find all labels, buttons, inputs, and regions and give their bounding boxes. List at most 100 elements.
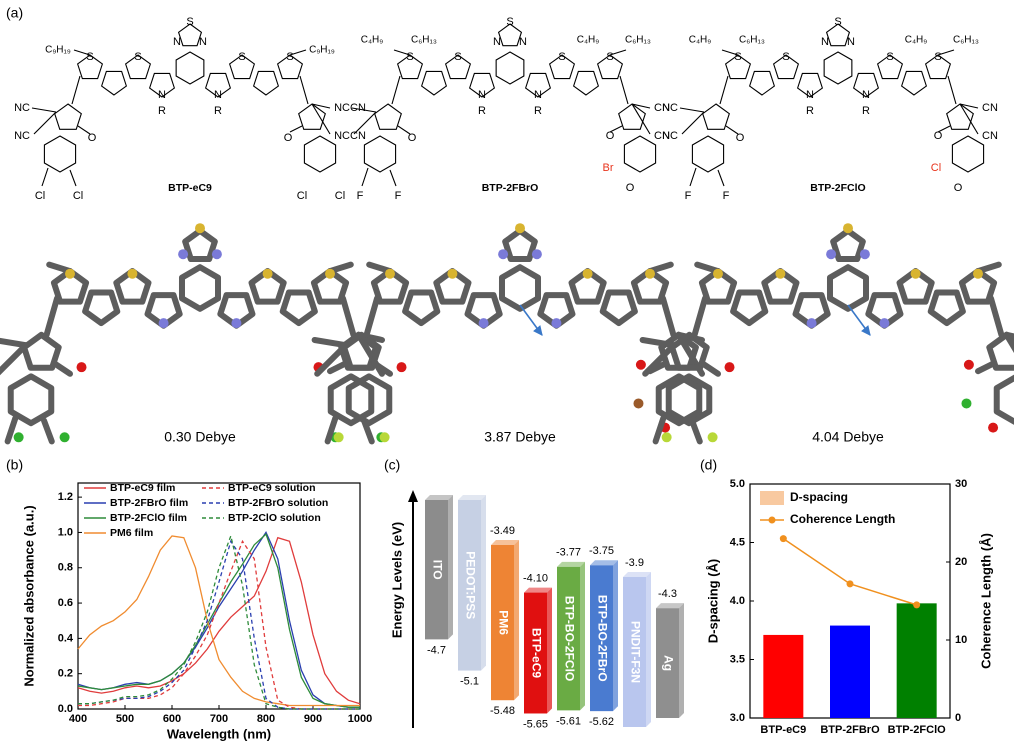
bar xyxy=(830,625,870,718)
bond xyxy=(351,107,377,113)
model-ring xyxy=(310,268,350,305)
model-atom xyxy=(13,432,24,443)
atom-label: S xyxy=(238,51,245,63)
molecule-model xyxy=(0,223,393,445)
lumo-label: -3.75 xyxy=(589,545,614,557)
atom-label: C₆H₁₃ xyxy=(953,35,979,46)
atom-label: N xyxy=(199,36,207,48)
energy-bar xyxy=(491,545,514,701)
energy-bar-top xyxy=(590,560,618,566)
material-label: PM6 xyxy=(496,610,510,635)
bond xyxy=(947,75,957,105)
ring xyxy=(691,135,725,173)
x-tick-label: 400 xyxy=(69,713,87,725)
material-label: Ag xyxy=(661,655,675,671)
ring xyxy=(495,51,525,85)
atom-label: O xyxy=(626,182,635,194)
model-ring xyxy=(826,264,870,312)
y-tick-label: 3.5 xyxy=(730,653,745,665)
ring xyxy=(852,72,880,98)
model-bond xyxy=(41,417,55,445)
ring xyxy=(572,70,600,96)
y-tick-label: 0.8 xyxy=(58,562,73,574)
energy-bar-top xyxy=(425,495,453,500)
dipole-arrow-head xyxy=(861,325,871,336)
model-atom xyxy=(515,223,525,234)
y-tick-label: 1.2 xyxy=(58,491,73,503)
dipole-arrow-head xyxy=(533,325,543,336)
model-ring xyxy=(464,292,503,329)
model-bond xyxy=(647,261,674,275)
ring xyxy=(298,103,326,130)
atom-label: N xyxy=(173,36,181,48)
legend-label: BTP-2FBrO film xyxy=(110,497,188,509)
model-ring xyxy=(698,268,738,305)
atom-label: NC xyxy=(334,102,350,114)
ring xyxy=(54,103,82,130)
legend-label: BTP-2FClO film xyxy=(110,512,187,524)
energy-bar-top xyxy=(557,561,585,567)
model-bond xyxy=(975,360,997,375)
bar xyxy=(763,634,804,718)
model-ring xyxy=(113,268,152,305)
bond xyxy=(631,103,651,109)
energy-bar-side xyxy=(580,561,585,711)
y2-axis-label: Coherence Length (Å) xyxy=(978,533,993,669)
ring xyxy=(876,54,904,80)
model-atom xyxy=(158,318,169,329)
atom-label: S xyxy=(86,51,93,63)
atom-label: NC xyxy=(334,130,350,142)
atom-label: N xyxy=(806,89,814,101)
energy-axis-head xyxy=(408,490,418,502)
ring xyxy=(825,23,851,47)
bond xyxy=(299,75,309,105)
atom-label: O xyxy=(88,132,97,144)
model-bond xyxy=(694,261,721,275)
atom-label: S xyxy=(134,51,141,63)
bond xyxy=(631,103,651,135)
model-ring xyxy=(665,373,713,427)
ring xyxy=(748,70,776,96)
x-tick-label: 800 xyxy=(257,713,275,725)
bond xyxy=(389,169,397,187)
legend-label: Coherence Length xyxy=(790,512,895,526)
model-atom xyxy=(661,432,672,443)
lumo-label: -3.9 xyxy=(625,557,644,569)
model-atom xyxy=(963,359,974,370)
energy-bar-side xyxy=(679,603,684,718)
model-bond xyxy=(975,261,1002,275)
model-atom xyxy=(127,268,138,279)
legend-label: BTP-2FBrO solution xyxy=(228,497,328,509)
atom-label: C₄H₉ xyxy=(361,35,384,46)
bond xyxy=(393,49,411,56)
lumo-label: -4.3 xyxy=(658,588,677,600)
model-atom xyxy=(65,268,75,279)
model-ring xyxy=(993,374,1014,425)
atom-label: C₆H₁₃ xyxy=(411,35,437,46)
atom-label: Cl xyxy=(931,162,941,174)
spectrum-line xyxy=(77,535,360,707)
model-bond xyxy=(311,337,349,349)
model-ring xyxy=(958,268,998,305)
ring xyxy=(924,54,952,80)
model-atom xyxy=(988,422,999,433)
model-atom xyxy=(396,362,407,373)
y-tick-label: 0.0 xyxy=(58,703,73,715)
energy-bar-top xyxy=(491,540,519,545)
legend-label: PM6 film xyxy=(110,527,153,539)
ring xyxy=(363,135,397,173)
model-ring xyxy=(433,268,472,305)
atom-label: O xyxy=(408,132,417,144)
bond xyxy=(71,75,81,105)
ring xyxy=(618,103,646,130)
model-atom xyxy=(325,268,335,279)
model-ring xyxy=(82,289,121,327)
atom-label: R xyxy=(478,105,486,117)
atom-label: N xyxy=(847,36,855,48)
legend-swatch xyxy=(760,491,784,505)
atom-label: N xyxy=(534,89,542,101)
model-bond xyxy=(660,295,677,338)
ring xyxy=(175,51,205,85)
